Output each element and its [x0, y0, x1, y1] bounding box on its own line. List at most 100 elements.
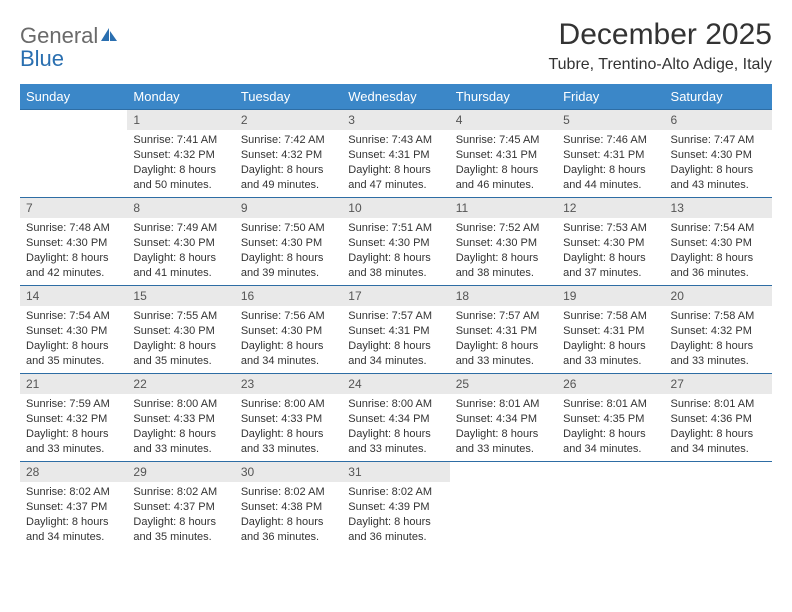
calendar-week-row: 28Sunrise: 8:02 AMSunset: 4:37 PMDayligh…	[20, 462, 772, 550]
day-body: Sunrise: 7:53 AMSunset: 4:30 PMDaylight:…	[557, 218, 664, 284]
sunset-text: Sunset: 4:32 PM	[671, 324, 766, 339]
sunset-text: Sunset: 4:30 PM	[133, 236, 228, 251]
calendar-week-row: 1Sunrise: 7:41 AMSunset: 4:32 PMDaylight…	[20, 110, 772, 198]
calendar-cell: 15Sunrise: 7:55 AMSunset: 4:30 PMDayligh…	[127, 286, 234, 374]
daylight-text: Daylight: 8 hours and 49 minutes.	[241, 163, 336, 193]
daylight-text: Daylight: 8 hours and 33 minutes.	[671, 339, 766, 369]
calendar-cell: 14Sunrise: 7:54 AMSunset: 4:30 PMDayligh…	[20, 286, 127, 374]
sunrise-text: Sunrise: 7:47 AM	[671, 133, 766, 148]
day-body: Sunrise: 8:00 AMSunset: 4:33 PMDaylight:…	[127, 394, 234, 460]
sunset-text: Sunset: 4:30 PM	[671, 236, 766, 251]
day-body: Sunrise: 7:45 AMSunset: 4:31 PMDaylight:…	[450, 130, 557, 196]
daylight-text: Daylight: 8 hours and 34 minutes.	[671, 427, 766, 457]
sunrise-text: Sunrise: 7:58 AM	[671, 309, 766, 324]
weekday-header: Wednesday	[342, 84, 449, 110]
sunset-text: Sunset: 4:31 PM	[563, 324, 658, 339]
daylight-text: Daylight: 8 hours and 35 minutes.	[133, 515, 228, 545]
sunset-text: Sunset: 4:31 PM	[456, 148, 551, 163]
sunrise-text: Sunrise: 7:46 AM	[563, 133, 658, 148]
sunrise-text: Sunrise: 8:02 AM	[348, 485, 443, 500]
calendar-cell-empty	[665, 462, 772, 550]
day-body: Sunrise: 7:47 AMSunset: 4:30 PMDaylight:…	[665, 130, 772, 196]
daylight-text: Daylight: 8 hours and 34 minutes.	[563, 427, 658, 457]
day-body: Sunrise: 7:57 AMSunset: 4:31 PMDaylight:…	[342, 306, 449, 372]
sunrise-text: Sunrise: 8:01 AM	[456, 397, 551, 412]
calendar-cell: 6Sunrise: 7:47 AMSunset: 4:30 PMDaylight…	[665, 110, 772, 198]
sunrise-text: Sunrise: 7:54 AM	[671, 221, 766, 236]
sunset-text: Sunset: 4:31 PM	[348, 324, 443, 339]
calendar-cell: 28Sunrise: 8:02 AMSunset: 4:37 PMDayligh…	[20, 462, 127, 550]
sunset-text: Sunset: 4:38 PM	[241, 500, 336, 515]
sunset-text: Sunset: 4:30 PM	[563, 236, 658, 251]
calendar-cell: 11Sunrise: 7:52 AMSunset: 4:30 PMDayligh…	[450, 198, 557, 286]
sunrise-text: Sunrise: 8:02 AM	[133, 485, 228, 500]
weekday-header: Monday	[127, 84, 234, 110]
sunrise-text: Sunrise: 7:50 AM	[241, 221, 336, 236]
sunset-text: Sunset: 4:37 PM	[26, 500, 121, 515]
daylight-text: Daylight: 8 hours and 34 minutes.	[348, 339, 443, 369]
day-number: 23	[235, 374, 342, 394]
day-number: 17	[342, 286, 449, 306]
calendar-cell: 21Sunrise: 7:59 AMSunset: 4:32 PMDayligh…	[20, 374, 127, 462]
sunset-text: Sunset: 4:37 PM	[133, 500, 228, 515]
sunrise-text: Sunrise: 7:59 AM	[26, 397, 121, 412]
calendar-cell: 31Sunrise: 8:02 AMSunset: 4:39 PMDayligh…	[342, 462, 449, 550]
day-body: Sunrise: 7:58 AMSunset: 4:32 PMDaylight:…	[665, 306, 772, 372]
calendar-cell-empty	[450, 462, 557, 550]
day-number: 7	[20, 198, 127, 218]
calendar-cell: 26Sunrise: 8:01 AMSunset: 4:35 PMDayligh…	[557, 374, 664, 462]
sunrise-text: Sunrise: 7:57 AM	[456, 309, 551, 324]
month-title: December 2025	[548, 18, 772, 52]
day-number: 2	[235, 110, 342, 130]
calendar-cell: 2Sunrise: 7:42 AMSunset: 4:32 PMDaylight…	[235, 110, 342, 198]
sunrise-text: Sunrise: 7:43 AM	[348, 133, 443, 148]
sunset-text: Sunset: 4:39 PM	[348, 500, 443, 515]
sunset-text: Sunset: 4:30 PM	[26, 324, 121, 339]
day-number: 4	[450, 110, 557, 130]
sunrise-text: Sunrise: 7:52 AM	[456, 221, 551, 236]
sunrise-text: Sunrise: 8:01 AM	[671, 397, 766, 412]
sunset-text: Sunset: 4:36 PM	[671, 412, 766, 427]
day-body: Sunrise: 8:02 AMSunset: 4:39 PMDaylight:…	[342, 482, 449, 548]
sunrise-text: Sunrise: 7:54 AM	[26, 309, 121, 324]
day-number: 13	[665, 198, 772, 218]
day-body: Sunrise: 7:58 AMSunset: 4:31 PMDaylight:…	[557, 306, 664, 372]
day-number: 1	[127, 110, 234, 130]
day-body: Sunrise: 8:00 AMSunset: 4:33 PMDaylight:…	[235, 394, 342, 460]
calendar-week-row: 7Sunrise: 7:48 AMSunset: 4:30 PMDaylight…	[20, 198, 772, 286]
sunrise-text: Sunrise: 7:58 AM	[563, 309, 658, 324]
day-body: Sunrise: 8:02 AMSunset: 4:37 PMDaylight:…	[20, 482, 127, 548]
page-header: GeneralBlue December 2025 Tubre, Trentin…	[20, 18, 772, 74]
day-number: 3	[342, 110, 449, 130]
daylight-text: Daylight: 8 hours and 46 minutes.	[456, 163, 551, 193]
daylight-text: Daylight: 8 hours and 33 minutes.	[26, 427, 121, 457]
calendar-table: SundayMondayTuesdayWednesdayThursdayFrid…	[20, 84, 772, 550]
daylight-text: Daylight: 8 hours and 33 minutes.	[348, 427, 443, 457]
brand-logo: GeneralBlue	[20, 18, 120, 70]
daylight-text: Daylight: 8 hours and 42 minutes.	[26, 251, 121, 281]
day-body: Sunrise: 7:42 AMSunset: 4:32 PMDaylight:…	[235, 130, 342, 196]
daylight-text: Daylight: 8 hours and 35 minutes.	[133, 339, 228, 369]
day-number: 9	[235, 198, 342, 218]
daylight-text: Daylight: 8 hours and 39 minutes.	[241, 251, 336, 281]
daylight-text: Daylight: 8 hours and 38 minutes.	[348, 251, 443, 281]
daylight-text: Daylight: 8 hours and 41 minutes.	[133, 251, 228, 281]
day-number: 25	[450, 374, 557, 394]
day-body: Sunrise: 7:54 AMSunset: 4:30 PMDaylight:…	[20, 306, 127, 372]
sunrise-text: Sunrise: 7:56 AM	[241, 309, 336, 324]
day-number: 24	[342, 374, 449, 394]
calendar-cell: 12Sunrise: 7:53 AMSunset: 4:30 PMDayligh…	[557, 198, 664, 286]
day-number: 31	[342, 462, 449, 482]
calendar-cell: 25Sunrise: 8:01 AMSunset: 4:34 PMDayligh…	[450, 374, 557, 462]
day-number: 20	[665, 286, 772, 306]
sunset-text: Sunset: 4:33 PM	[241, 412, 336, 427]
calendar-cell: 23Sunrise: 8:00 AMSunset: 4:33 PMDayligh…	[235, 374, 342, 462]
day-number: 12	[557, 198, 664, 218]
weekday-header: Saturday	[665, 84, 772, 110]
day-number: 14	[20, 286, 127, 306]
brand-part2: Blue	[20, 46, 64, 71]
day-body: Sunrise: 7:56 AMSunset: 4:30 PMDaylight:…	[235, 306, 342, 372]
sunset-text: Sunset: 4:30 PM	[241, 324, 336, 339]
day-body: Sunrise: 7:41 AMSunset: 4:32 PMDaylight:…	[127, 130, 234, 196]
sunrise-text: Sunrise: 7:41 AM	[133, 133, 228, 148]
